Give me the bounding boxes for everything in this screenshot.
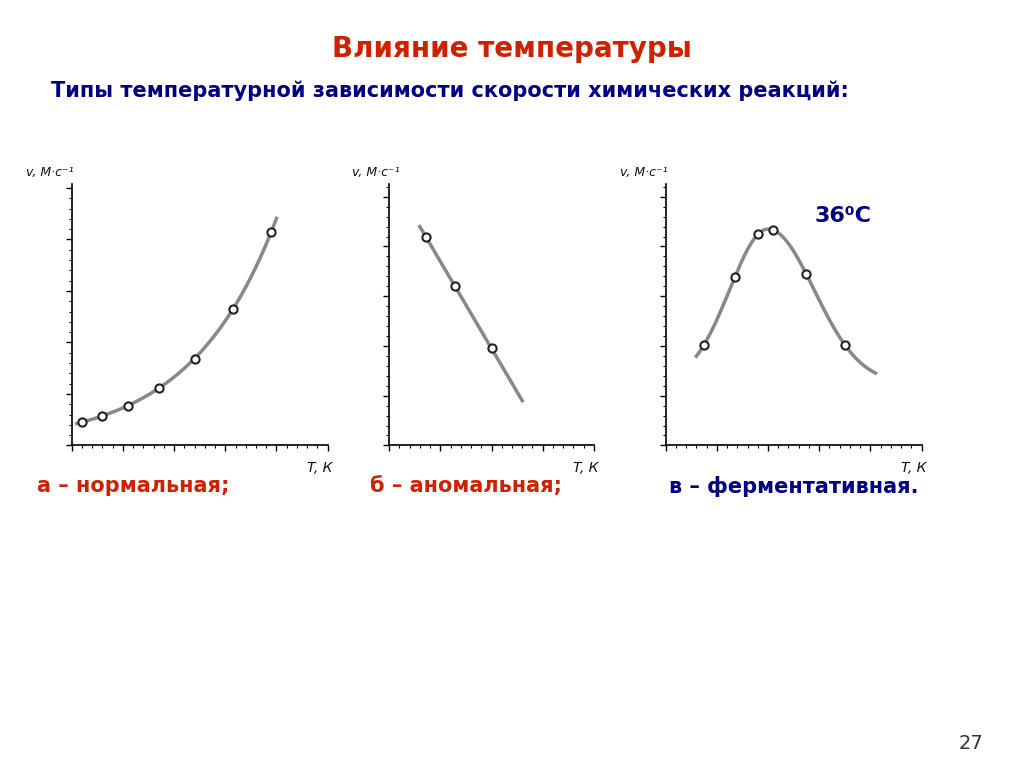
Point [799, 268, 815, 280]
Point [483, 343, 500, 355]
Point [225, 303, 242, 315]
Point [74, 416, 90, 429]
Text: а – нормальная;: а – нормальная; [37, 476, 229, 496]
Point [151, 382, 167, 395]
Point [418, 231, 434, 243]
Point [837, 339, 853, 351]
Text: в – ферментативная.: в – ферментативная. [669, 476, 919, 497]
Point [186, 353, 203, 365]
Text: 36⁰С: 36⁰С [814, 206, 871, 226]
Point [446, 280, 463, 292]
Text: 27: 27 [958, 733, 983, 753]
Text: T, К: T, К [307, 461, 333, 475]
Text: v, М·с⁻¹: v, М·с⁻¹ [620, 166, 668, 179]
Text: Влияние температуры: Влияние температуры [332, 35, 692, 62]
Point [94, 410, 111, 422]
Text: Типы температурной зависимости скорости химических реакций:: Типы температурной зависимости скорости … [51, 81, 849, 101]
Text: v, М·с⁻¹: v, М·с⁻¹ [26, 166, 74, 179]
Point [727, 271, 743, 283]
Point [263, 226, 280, 238]
Point [765, 224, 781, 237]
Text: T, К: T, К [572, 461, 598, 475]
Text: T, К: T, К [901, 461, 927, 475]
Point [750, 228, 766, 240]
Text: v, М·с⁻¹: v, М·с⁻¹ [352, 166, 400, 179]
Point [120, 399, 136, 412]
Text: б – аномальная;: б – аномальная; [370, 476, 562, 496]
Point [696, 339, 713, 351]
